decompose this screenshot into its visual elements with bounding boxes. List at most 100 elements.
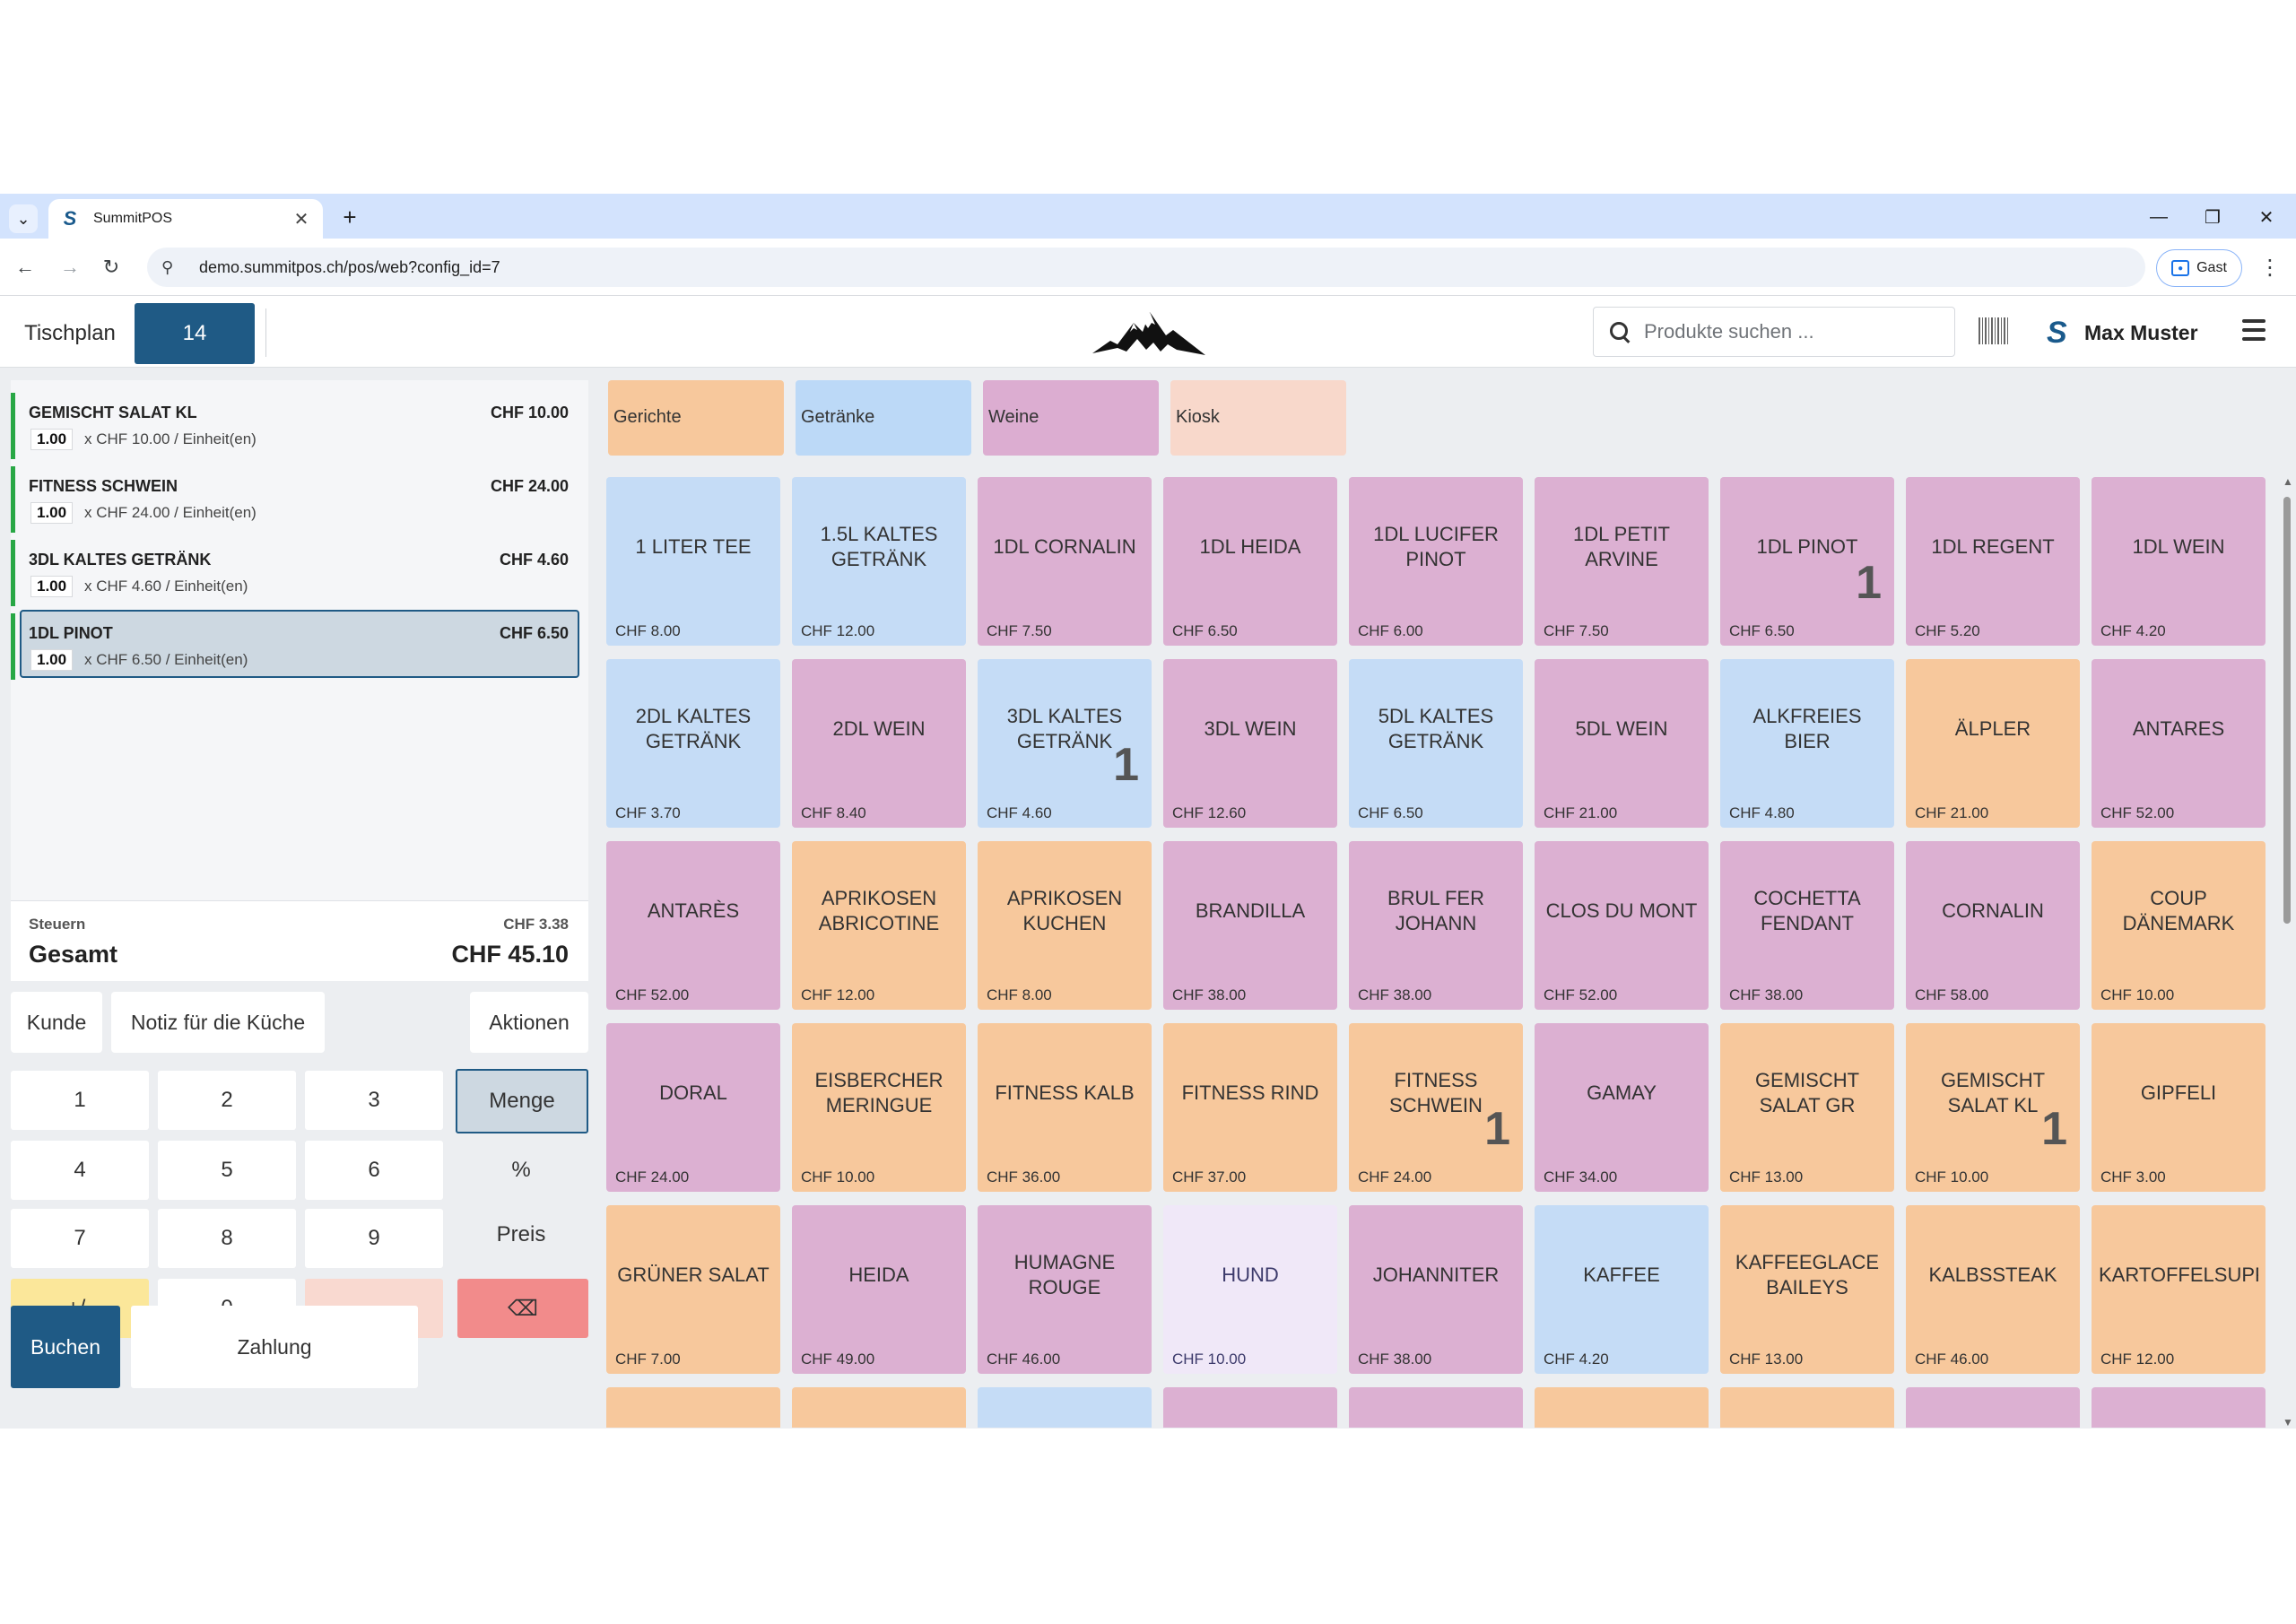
numpad-5[interactable]: 5 — [158, 1141, 296, 1200]
product-tile[interactable]: 1DL PETIT ARVINE CHF 7.50 — [1535, 477, 1709, 646]
product-tile[interactable]: 5DL KALTES GETRÄNK CHF 6.50 — [1349, 659, 1523, 828]
barcode-icon[interactable] — [1979, 317, 2009, 344]
customer-button[interactable]: Kunde — [11, 992, 102, 1053]
table-number-button[interactable]: 14 — [135, 303, 255, 364]
product-tile[interactable]: HEIDA CHF 49.00 — [792, 1205, 966, 1374]
product-tile[interactable]: APRIKOSEN KUCHEN CHF 8.00 — [978, 841, 1152, 1010]
product-tile[interactable]: 2DL WEIN CHF 8.40 — [792, 659, 966, 828]
product-tile[interactable]: ALKFREIES BIER CHF 4.80 — [1720, 659, 1894, 828]
category-kiosk[interactable]: Kiosk — [1170, 380, 1346, 456]
product-tile-partial[interactable] — [1535, 1387, 1709, 1428]
product-tile[interactable]: GIPFELI CHF 3.00 — [2092, 1023, 2266, 1192]
category-getraenke[interactable]: Getränke — [796, 380, 971, 456]
numpad-3[interactable]: 3 — [305, 1071, 443, 1130]
product-tile[interactable]: FITNESS RIND CHF 37.00 — [1163, 1023, 1337, 1192]
tischplan-button[interactable]: Tischplan — [24, 321, 116, 345]
product-tile[interactable]: FITNESS SCHWEIN CHF 24.00 1 — [1349, 1023, 1523, 1192]
product-tile[interactable]: GAMAY CHF 34.00 — [1535, 1023, 1709, 1192]
restore-icon[interactable]: ❐ — [2205, 207, 2221, 228]
new-tab-button[interactable]: + — [343, 203, 357, 230]
product-tile[interactable]: COUP DÄNEMARK CHF 10.00 — [2092, 841, 2266, 1010]
product-tile-partial[interactable] — [792, 1387, 966, 1428]
product-scrollbar[interactable]: ▲ ▼ — [2278, 475, 2296, 1429]
hamburger-menu-icon[interactable] — [2242, 319, 2266, 341]
browser-tab[interactable]: S SummitPOS ✕ — [48, 199, 323, 239]
guest-profile-button[interactable]: ● Gast — [2156, 249, 2242, 287]
kitchen-note-button[interactable]: Notiz für die Küche — [111, 992, 325, 1053]
price-mode-button[interactable]: Preis — [496, 1222, 546, 1246]
actions-button[interactable]: Aktionen — [470, 992, 588, 1053]
product-tile[interactable]: HUMAGNE ROUGE CHF 46.00 — [978, 1205, 1152, 1374]
scrollbar-thumb[interactable] — [2283, 497, 2291, 924]
product-tile[interactable]: EISBERCHER MERINGUE CHF 10.00 — [792, 1023, 966, 1192]
back-icon[interactable]: ← — [15, 256, 35, 278]
product-tile[interactable]: CLOS DU MONT CHF 52.00 — [1535, 841, 1709, 1010]
product-tile-partial[interactable] — [2092, 1387, 2266, 1428]
product-tile[interactable]: 1DL REGENT CHF 5.20 — [1906, 477, 2080, 646]
product-tile[interactable]: KALBSSTEAK CHF 46.00 — [1906, 1205, 2080, 1374]
product-tile[interactable]: BRANDILLA CHF 38.00 — [1163, 841, 1337, 1010]
product-tile-partial[interactable] — [1906, 1387, 2080, 1428]
product-tile-partial[interactable] — [978, 1387, 1152, 1428]
product-search-input[interactable]: Produkte suchen ... — [1593, 307, 1955, 357]
product-tile[interactable]: 1DL HEIDA CHF 6.50 — [1163, 477, 1337, 646]
user-menu[interactable]: S Max Muster — [2047, 308, 2226, 357]
product-tile[interactable]: 1.5L KALTES GETRÄNK CHF 12.00 — [792, 477, 966, 646]
product-tile[interactable]: 3DL WEIN CHF 12.60 — [1163, 659, 1337, 828]
minimize-icon[interactable]: — — [2150, 206, 2168, 227]
product-tile[interactable]: APRIKOSEN ABRICOTINE CHF 12.00 — [792, 841, 966, 1010]
numpad-7[interactable]: 7 — [11, 1209, 149, 1268]
tab-search-button[interactable]: ⌄ — [9, 204, 38, 233]
product-tile[interactable]: 1DL LUCIFER PINOT CHF 6.00 — [1349, 477, 1523, 646]
order-line[interactable]: FITNESS SCHWEIN CHF 24.00 1.00 x CHF 24.… — [11, 466, 588, 533]
product-tile-partial[interactable] — [1720, 1387, 1894, 1428]
product-tile[interactable]: GRÜNER SALAT CHF 7.00 — [606, 1205, 780, 1374]
order-line[interactable]: GEMISCHT SALAT KL CHF 10.00 1.00 x CHF 1… — [11, 393, 588, 459]
close-window-icon[interactable]: ✕ — [2258, 207, 2274, 228]
close-tab-icon[interactable]: ✕ — [293, 209, 309, 230]
scroll-up-icon[interactable]: ▲ — [2283, 475, 2293, 488]
browser-menu-icon[interactable]: ⋮ — [2259, 255, 2281, 280]
numpad-6[interactable]: 6 — [305, 1141, 443, 1200]
product-tile[interactable]: JOHANNITER CHF 38.00 — [1349, 1205, 1523, 1374]
category-gerichte[interactable]: Gerichte — [608, 380, 784, 456]
product-tile[interactable]: 2DL KALTES GETRÄNK CHF 3.70 — [606, 659, 780, 828]
payment-button[interactable]: Zahlung — [131, 1306, 418, 1388]
product-tile[interactable]: 1DL PINOT CHF 6.50 1 — [1720, 477, 1894, 646]
order-line[interactable]: 3DL KALTES GETRÄNK CHF 4.60 1.00 x CHF 4… — [11, 540, 588, 606]
product-tile[interactable]: COCHETTA FENDANT CHF 38.00 — [1720, 841, 1894, 1010]
product-tile[interactable]: CORNALIN CHF 58.00 — [1906, 841, 2080, 1010]
scroll-down-icon[interactable]: ▼ — [2283, 1416, 2293, 1429]
product-tile[interactable]: BRUL FER JOHANN CHF 38.00 — [1349, 841, 1523, 1010]
quantity-mode-button[interactable]: Menge — [456, 1069, 588, 1133]
book-order-button[interactable]: Buchen — [11, 1306, 120, 1388]
product-tile[interactable]: 1DL WEIN CHF 4.20 — [2092, 477, 2266, 646]
product-tile[interactable]: ÄLPLER CHF 21.00 — [1906, 659, 2080, 828]
product-tile[interactable]: KAFFEE CHF 4.20 — [1535, 1205, 1709, 1374]
product-tile-partial[interactable] — [1349, 1387, 1523, 1428]
product-tile[interactable]: ANTARÈS CHF 52.00 — [606, 841, 780, 1010]
discount-mode-button[interactable]: % — [511, 1158, 531, 1182]
product-tile[interactable]: 1 LITER TEE CHF 8.00 — [606, 477, 780, 646]
product-tile-partial[interactable] — [606, 1387, 780, 1428]
product-tile[interactable]: KAFFEEGLACE BAILEYS CHF 13.00 — [1720, 1205, 1894, 1374]
product-tile[interactable]: HUND CHF 10.00 — [1163, 1205, 1337, 1374]
product-tile[interactable]: 3DL KALTES GETRÄNK CHF 4.60 1 — [978, 659, 1152, 828]
product-tile[interactable]: 1DL CORNALIN CHF 7.50 — [978, 477, 1152, 646]
product-tile[interactable]: GEMISCHT SALAT GR CHF 13.00 — [1720, 1023, 1894, 1192]
numpad-4[interactable]: 4 — [11, 1141, 149, 1200]
category-weine[interactable]: Weine — [983, 380, 1159, 456]
numpad-1[interactable]: 1 — [11, 1071, 149, 1130]
product-tile[interactable]: 5DL WEIN CHF 21.00 — [1535, 659, 1709, 828]
product-tile[interactable]: DORAL CHF 24.00 — [606, 1023, 780, 1192]
numpad-2[interactable]: 2 — [158, 1071, 296, 1130]
numpad-8[interactable]: 8 — [158, 1209, 296, 1268]
product-tile[interactable]: FITNESS KALB CHF 36.00 — [978, 1023, 1152, 1192]
site-info-icon[interactable]: ⚲ — [161, 257, 174, 276]
reload-icon[interactable]: ↻ — [102, 256, 120, 278]
product-tile[interactable]: GEMISCHT SALAT KL CHF 10.00 1 — [1906, 1023, 2080, 1192]
product-tile[interactable]: ANTARES CHF 52.00 — [2092, 659, 2266, 828]
forward-icon[interactable]: → — [60, 256, 80, 278]
numpad-9[interactable]: 9 — [305, 1209, 443, 1268]
backspace-icon[interactable]: ⌫ — [457, 1279, 588, 1338]
